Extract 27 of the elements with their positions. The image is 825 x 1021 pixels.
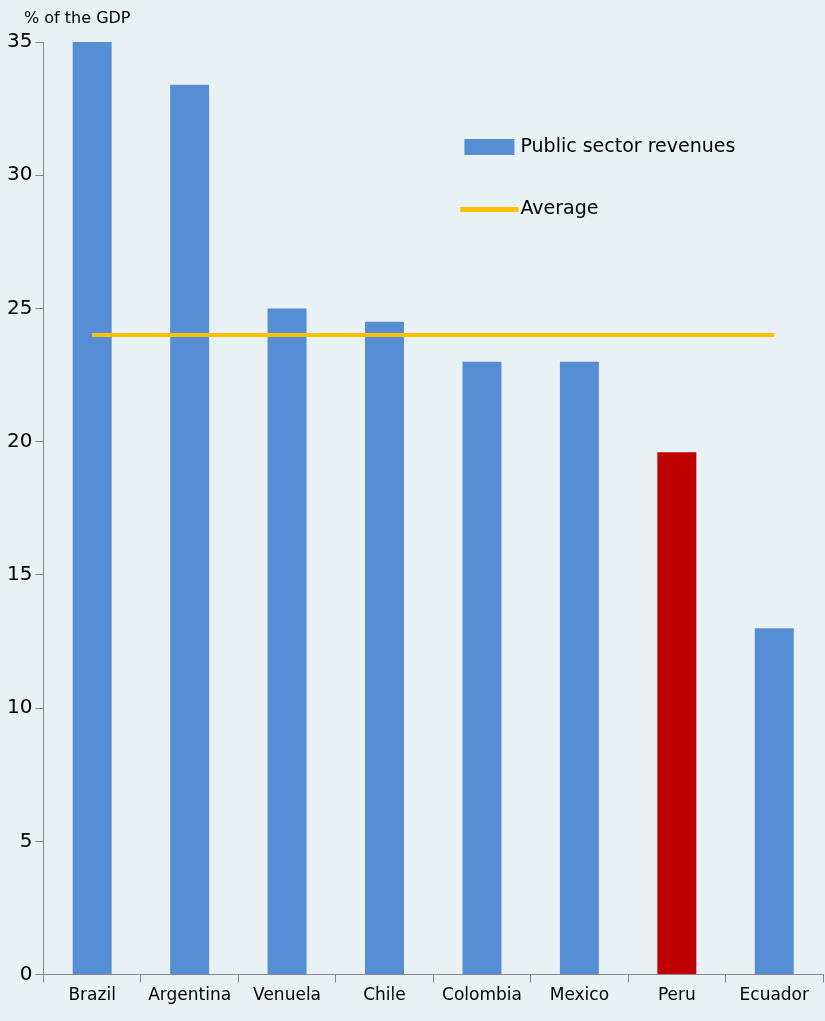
y-tick-label: 35 — [7, 28, 33, 53]
bar — [72, 42, 112, 975]
x-tick-label: Mexico — [549, 984, 610, 1005]
y-tick-label: 5 — [19, 827, 33, 852]
legend-label: Average — [520, 195, 599, 218]
x-tick-label: Chile — [363, 984, 406, 1005]
bar — [267, 308, 307, 975]
x-tick-label: Colombia — [442, 984, 522, 1005]
y-tick-label: 0 — [19, 960, 33, 985]
bar — [365, 321, 404, 975]
x-tick-label: Ecuador — [739, 984, 810, 1005]
y-tick-label: 15 — [7, 561, 33, 586]
bar — [657, 452, 697, 975]
legend-label: Public sector revenues — [520, 133, 736, 156]
bar — [170, 84, 210, 975]
x-tick-label: Argentina — [148, 984, 232, 1005]
y-tick-label: 25 — [7, 294, 33, 319]
x-tick-label: Peru — [657, 984, 696, 1005]
y-axis-title: % of the GDP — [24, 8, 131, 27]
x-tick-label: Brazil — [68, 984, 116, 1005]
bar — [754, 628, 794, 975]
x-tick-label: Venuela — [253, 984, 322, 1005]
y-tick-label: 30 — [7, 161, 33, 186]
bar — [559, 361, 599, 975]
bar — [462, 361, 502, 975]
y-tick-label: 20 — [7, 427, 33, 452]
y-tick-label: 10 — [7, 694, 33, 719]
